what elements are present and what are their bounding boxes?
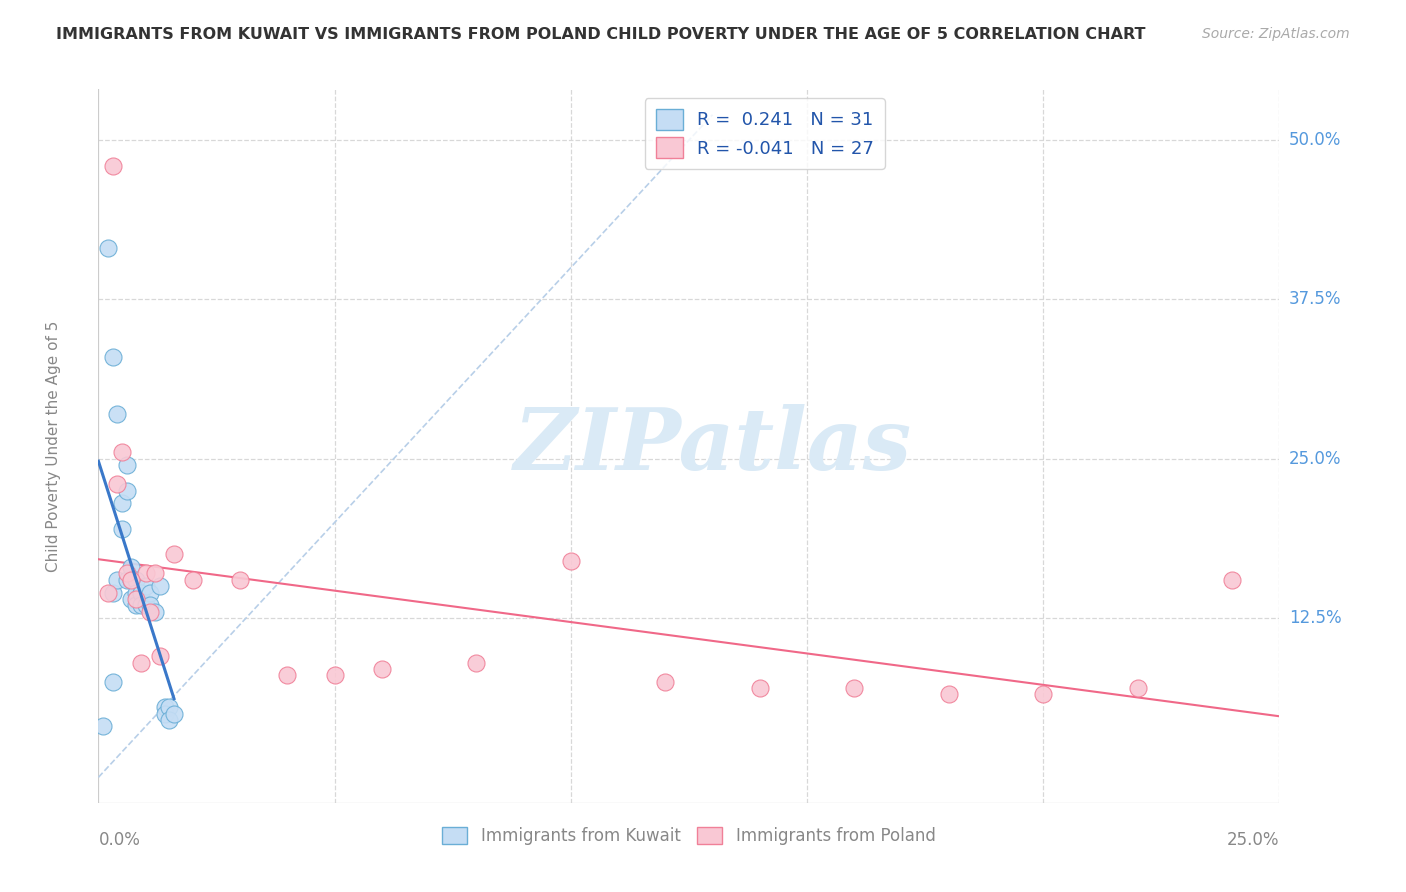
Point — [465, 656, 488, 670]
Text: 25.0%: 25.0% — [1289, 450, 1341, 467]
Point — [276, 668, 298, 682]
Point — [97, 585, 120, 599]
Legend: Immigrants from Kuwait, Immigrants from Poland: Immigrants from Kuwait, Immigrants from … — [436, 820, 942, 852]
Point — [1220, 573, 1243, 587]
Point — [115, 573, 138, 587]
Point — [149, 649, 172, 664]
Point — [229, 573, 252, 587]
Point — [938, 688, 960, 702]
Point — [135, 599, 157, 613]
Point — [115, 483, 138, 498]
Point — [121, 573, 143, 587]
Point — [125, 591, 148, 606]
Point — [149, 579, 172, 593]
Point — [1032, 688, 1054, 702]
Point — [163, 547, 186, 561]
Point — [129, 599, 152, 613]
Point — [111, 496, 134, 510]
Text: IMMIGRANTS FROM KUWAIT VS IMMIGRANTS FROM POLAND CHILD POVERTY UNDER THE AGE OF : IMMIGRANTS FROM KUWAIT VS IMMIGRANTS FRO… — [56, 27, 1146, 42]
Point — [121, 560, 143, 574]
Text: ZIPatlas: ZIPatlas — [513, 404, 911, 488]
Point — [121, 573, 143, 587]
Point — [143, 566, 166, 581]
Point — [105, 407, 128, 421]
Point — [125, 573, 148, 587]
Point — [654, 674, 676, 689]
Point — [97, 242, 120, 256]
Point — [157, 700, 180, 714]
Point — [153, 706, 176, 721]
Point — [115, 566, 138, 581]
Point — [121, 591, 143, 606]
Point — [163, 706, 186, 721]
Point — [143, 605, 166, 619]
Point — [129, 585, 152, 599]
Point — [139, 585, 162, 599]
Point — [135, 566, 157, 581]
Point — [125, 599, 148, 613]
Point — [125, 585, 148, 599]
Point — [105, 573, 128, 587]
Point — [139, 605, 162, 619]
Point — [157, 713, 180, 727]
Point — [105, 477, 128, 491]
Text: Source: ZipAtlas.com: Source: ZipAtlas.com — [1202, 27, 1350, 41]
Text: 12.5%: 12.5% — [1289, 609, 1341, 627]
Point — [748, 681, 770, 695]
Point — [371, 662, 394, 676]
Text: 25.0%: 25.0% — [1227, 830, 1279, 849]
Point — [153, 700, 176, 714]
Point — [115, 458, 138, 472]
Point — [844, 681, 866, 695]
Point — [560, 554, 582, 568]
Text: Child Poverty Under the Age of 5: Child Poverty Under the Age of 5 — [46, 320, 60, 572]
Point — [111, 445, 134, 459]
Point — [101, 350, 124, 364]
Point — [101, 585, 124, 599]
Point — [101, 674, 124, 689]
Point — [1126, 681, 1149, 695]
Point — [91, 719, 114, 733]
Text: 0.0%: 0.0% — [98, 830, 141, 849]
Point — [129, 656, 152, 670]
Point — [101, 159, 124, 173]
Point — [139, 599, 162, 613]
Text: 37.5%: 37.5% — [1289, 291, 1341, 309]
Point — [181, 573, 204, 587]
Point — [135, 579, 157, 593]
Text: 50.0%: 50.0% — [1289, 131, 1341, 149]
Point — [323, 668, 346, 682]
Point — [111, 522, 134, 536]
